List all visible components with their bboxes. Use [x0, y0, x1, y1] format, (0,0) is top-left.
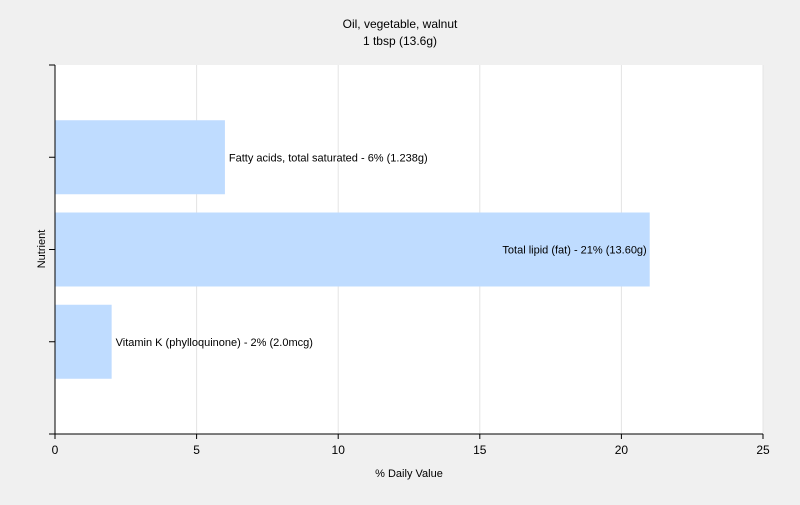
- axes: 0 5 10 15 20 25: [49, 64, 770, 457]
- x-tick-label: 20: [615, 443, 629, 457]
- bar: [55, 120, 225, 195]
- bar-data-label: Vitamin K (phylloquinone) - 2% (2.0mcg): [116, 337, 313, 349]
- y-axis-label: Nutrient: [36, 230, 48, 269]
- chart-title: Oil, vegetable, walnut: [343, 17, 458, 31]
- bar-data-label: Fatty acids, total saturated - 6% (1.238…: [229, 152, 428, 164]
- x-tick-label: 15: [473, 443, 487, 457]
- x-axis-label: % Daily Value: [375, 468, 443, 480]
- bars: Fatty acids, total saturated - 6% (1.238…: [55, 120, 650, 379]
- bar: [55, 304, 112, 379]
- x-tick-label: 25: [756, 443, 770, 457]
- chart-subtitle: 1 tbsp (13.6g): [363, 34, 437, 48]
- bar: [55, 212, 650, 287]
- x-tick-label: 10: [332, 443, 346, 457]
- x-tick-label: 0: [52, 443, 59, 457]
- bar-data-label: Total lipid (fat) - 21% (13.60g): [502, 245, 646, 257]
- x-tick-label: 5: [193, 443, 200, 457]
